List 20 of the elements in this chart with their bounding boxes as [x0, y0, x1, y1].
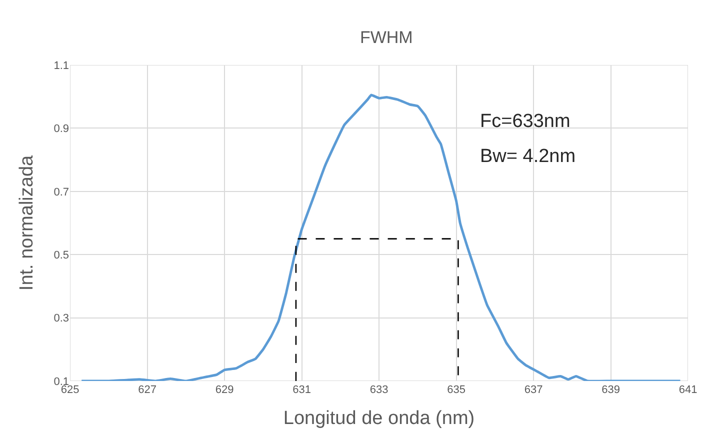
x-tick-label: 639: [602, 384, 620, 396]
x-tick-label: 625: [60, 384, 80, 396]
y-tick-label: 0.9: [54, 123, 69, 136]
annotation: Bw= 4.2nm: [480, 146, 576, 167]
x-tick-label: 641: [678, 384, 698, 396]
y-tick-label: 1.1: [54, 60, 69, 72]
x-tick-label: 629: [215, 384, 234, 396]
x-tick-label: 627: [138, 384, 156, 396]
x-tick-label: 633: [370, 384, 388, 396]
line-series: [80, 94, 682, 381]
y-axis-title: Int. normalizada: [16, 154, 38, 291]
x-tick-label: 635: [447, 384, 466, 396]
annotation: Fc=633nm: [480, 111, 570, 132]
x-tick-label: 637: [524, 384, 543, 396]
y-tick-label: 0.7: [54, 186, 69, 198]
chart-title: FWHM: [360, 28, 413, 47]
x-axis-title: Longitud de onda (nm): [283, 408, 475, 429]
y-tick-label: 0.5: [54, 249, 69, 262]
y-tick-label: 0.3: [54, 312, 69, 325]
x-tick-label: 631: [292, 384, 311, 396]
